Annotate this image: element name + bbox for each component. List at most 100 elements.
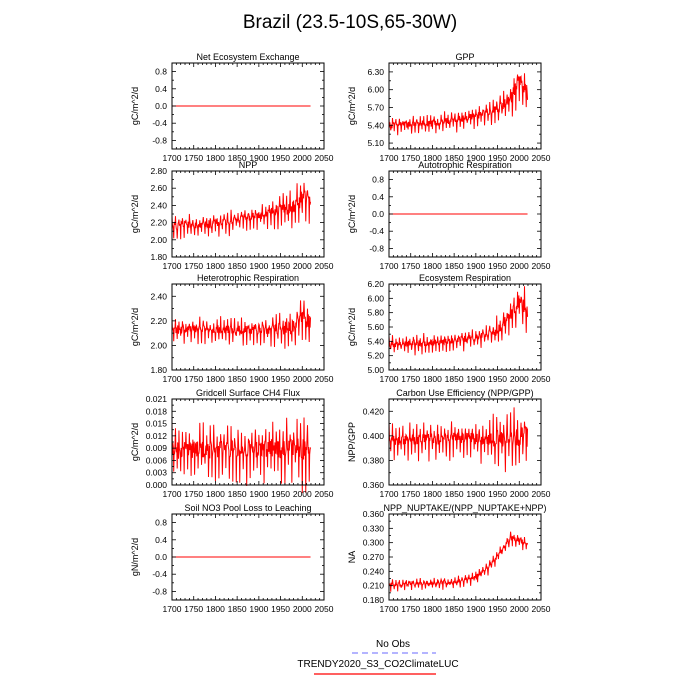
x-tick-label: 2050 [532, 489, 551, 499]
x-tick-label: 1700 [163, 261, 182, 271]
y-tick-label: 0.000 [146, 480, 168, 490]
y-tick-label: 0.8 [372, 175, 384, 185]
x-tick-label: 1950 [488, 374, 507, 384]
y-tick-label: 0.420 [363, 406, 385, 416]
plot-frame [388, 283, 542, 371]
x-tick-label: 1850 [228, 153, 247, 163]
y-axis-label: gN/m^2/d [130, 538, 140, 576]
x-tick-label: 2000 [510, 261, 529, 271]
x-tick-label: 1950 [488, 153, 507, 163]
x-tick-label: 1950 [271, 374, 290, 384]
x-tick-label: 1800 [206, 374, 225, 384]
x-tick-label: 1850 [228, 261, 247, 271]
y-tick-label: 0.4 [372, 192, 384, 202]
x-tick-label: 1900 [466, 489, 485, 499]
series-line-6 [388, 286, 529, 356]
y-tick-label: 5.70 [367, 102, 384, 112]
x-tick-label: 2000 [510, 489, 529, 499]
x-tick-label: 1750 [401, 261, 420, 271]
x-tick-label: 1750 [401, 489, 420, 499]
plot-frame [171, 283, 325, 371]
x-tick-label: 1800 [206, 489, 225, 499]
panel-title: GPP [455, 52, 474, 62]
x-tick-label: 1950 [488, 604, 507, 614]
y-tick-label: 0.8 [155, 518, 167, 528]
x-tick-label: 1850 [445, 261, 464, 271]
y-tick-label: 6.00 [367, 85, 384, 95]
series-line-5 [171, 300, 312, 349]
x-tick-label: 2000 [293, 153, 312, 163]
y-tick-label: 0.018 [146, 406, 168, 416]
y-tick-label: 0.360 [363, 509, 385, 519]
x-tick-label: 2050 [315, 374, 334, 384]
y-tick-label: 6.30 [367, 67, 384, 77]
x-tick-label: 1900 [249, 153, 268, 163]
x-tick-label: 1850 [445, 374, 464, 384]
y-tick-label: 0.4 [155, 84, 167, 94]
y-axis-label: NPP/GPP [347, 422, 357, 462]
panel-title: Carbon Use Efficiency (NPP/GPP) [396, 388, 533, 398]
y-tick-label: 0.240 [363, 566, 385, 576]
y-tick-label: 0.0 [155, 101, 167, 111]
x-tick-label: 1850 [228, 374, 247, 384]
x-tick-label: 1900 [466, 374, 485, 384]
y-tick-label: 0.4 [155, 535, 167, 545]
x-tick-label: 2050 [315, 261, 334, 271]
chart-panel-5: 1700 1750 1800 1850 1900 1950 2000 2050 1.80 2.00… [130, 273, 334, 384]
y-tick-label: 0.003 [146, 468, 168, 478]
x-tick-label: 2050 [532, 153, 551, 163]
x-tick-label: 1850 [228, 604, 247, 614]
x-tick-label: 1700 [380, 261, 399, 271]
series-line-7 [171, 417, 312, 494]
x-tick-label: 2000 [293, 374, 312, 384]
x-tick-label: 1900 [249, 374, 268, 384]
y-axis-label: gC/m^2/d [347, 87, 357, 125]
y-tick-label: 0.006 [146, 455, 168, 465]
y-tick-label: 0.210 [363, 581, 385, 591]
panel-title: Autotrophic Respiration [418, 160, 512, 170]
y-tick-label: 5.10 [367, 138, 384, 148]
panel-title: NPP_NUPTAKE/(NPP_NUPTAKE+NPP) [384, 503, 547, 513]
plot-frame [388, 398, 542, 486]
x-tick-label: 1800 [423, 489, 442, 499]
chart-panel-2: 1700 1750 1800 1850 1900 1950 2000 2050 5.10 5.40… [347, 52, 551, 163]
y-tick-label: 2.40 [150, 200, 167, 210]
x-tick-label: 2000 [510, 374, 529, 384]
x-tick-label: 1800 [206, 261, 225, 271]
x-tick-label: 1950 [271, 261, 290, 271]
legend: No Obs TRENDY2020_S3_CO2ClimateLUC [297, 639, 459, 675]
x-tick-label: 1950 [271, 153, 290, 163]
y-tick-label: -0.8 [369, 243, 384, 253]
x-tick-label: 1750 [184, 489, 203, 499]
chart-panel-1: 1700 1750 1800 1850 1900 1950 2000 2050 -0.8 -0.4… [130, 52, 334, 163]
x-tick-label: 2050 [532, 374, 551, 384]
x-tick-label: 1750 [401, 153, 420, 163]
x-tick-label: 1700 [380, 374, 399, 384]
legend-obs-label: No Obs [376, 639, 410, 650]
x-tick-label: 1900 [466, 604, 485, 614]
y-tick-label: 0.009 [146, 443, 168, 453]
y-tick-label: 5.20 [367, 351, 384, 361]
x-tick-label: 1900 [249, 604, 268, 614]
x-tick-label: 1750 [184, 261, 203, 271]
series-line-2 [388, 73, 529, 136]
panel-title: Net Ecosystem Exchange [196, 52, 299, 62]
y-tick-label: 2.00 [150, 340, 167, 350]
y-tick-label: 2.20 [150, 316, 167, 326]
panel-title: NPP [239, 160, 258, 170]
x-tick-label: 1700 [163, 489, 182, 499]
y-tick-label: 0.021 [146, 394, 168, 404]
x-tick-label: 1900 [466, 153, 485, 163]
x-tick-label: 1950 [271, 604, 290, 614]
x-tick-label: 1700 [380, 604, 399, 614]
x-tick-label: 1750 [184, 153, 203, 163]
y-tick-label: 0.8 [155, 67, 167, 77]
chart-panel-6: 1700 1750 1800 1850 1900 1950 2000 2050 5.00 5.20… [347, 273, 551, 384]
x-tick-label: 1950 [488, 261, 507, 271]
y-axis-label: gC/m^2/d [130, 195, 140, 233]
x-tick-label: 2000 [510, 604, 529, 614]
y-tick-label: 0.270 [363, 552, 385, 562]
x-tick-label: 2050 [532, 261, 551, 271]
y-tick-label: 2.00 [150, 235, 167, 245]
